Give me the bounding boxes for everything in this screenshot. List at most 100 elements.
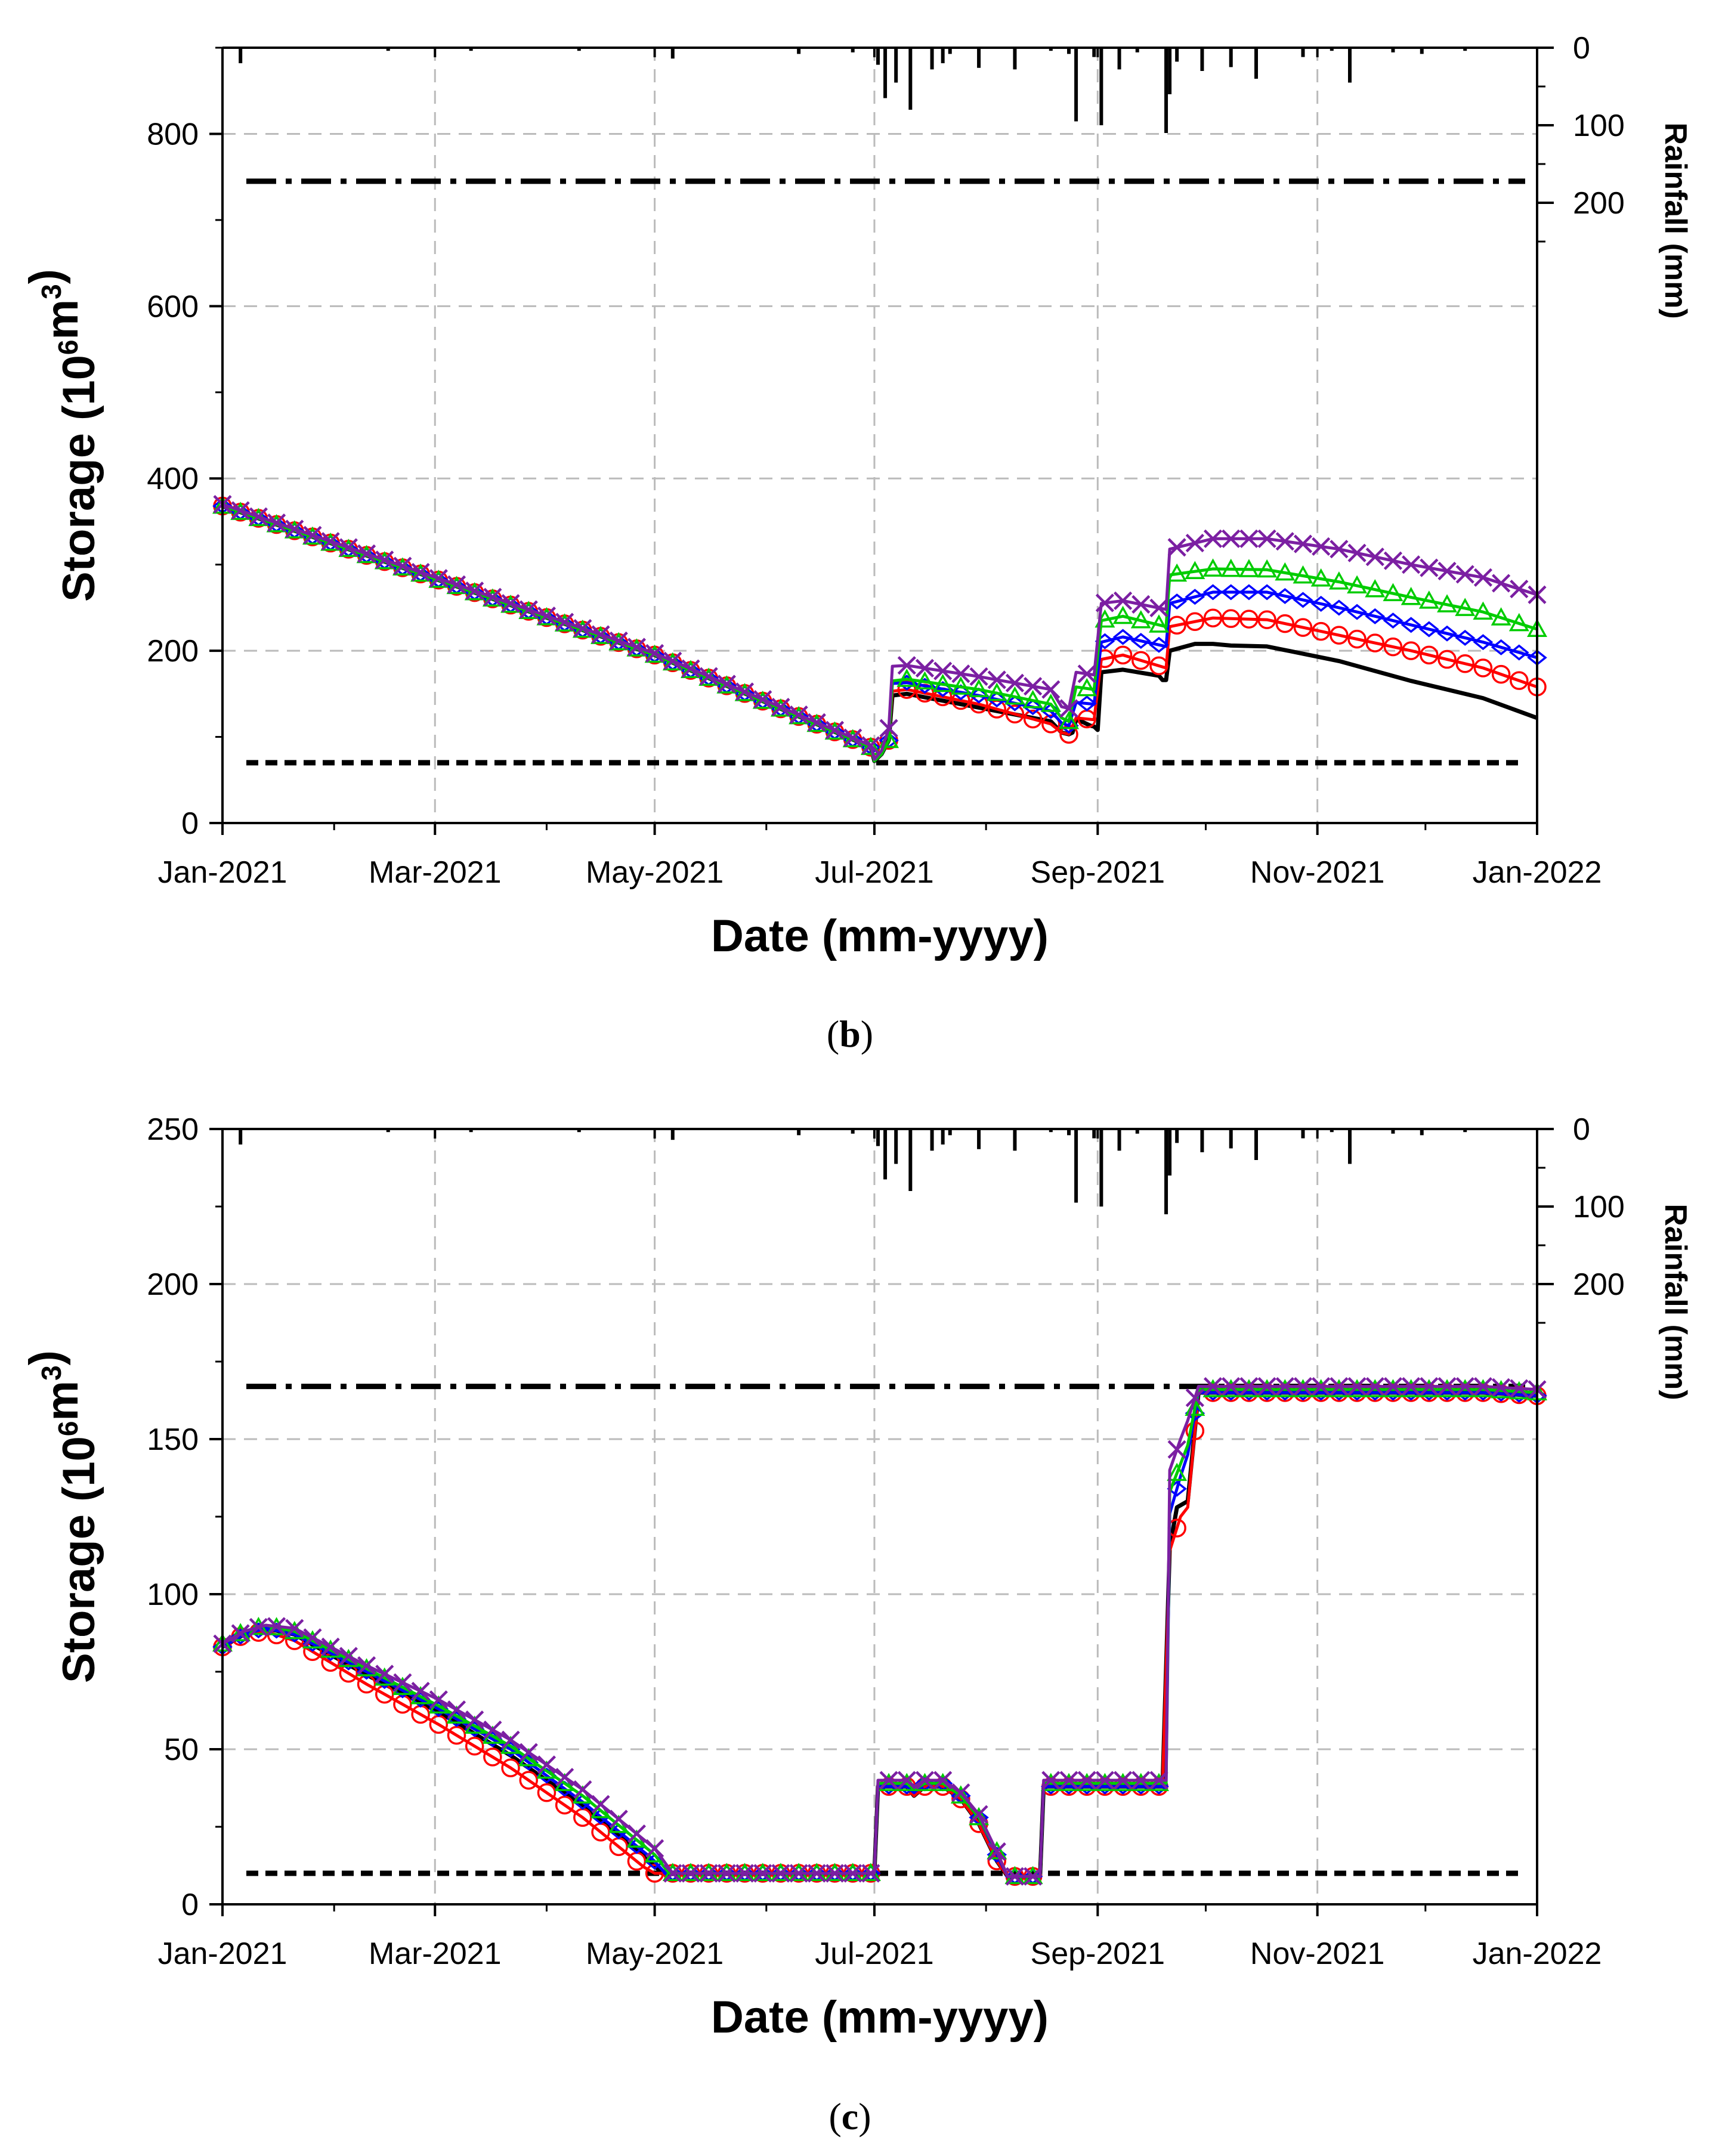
marker-circle [465, 1737, 484, 1756]
marker-x [969, 667, 988, 686]
marker-x [249, 1617, 268, 1637]
marker-triangle [1310, 568, 1331, 587]
marker-circle [537, 1783, 557, 1802]
marker-triangle [1275, 1379, 1296, 1397]
marker-x [1455, 565, 1474, 584]
marker-x [411, 562, 430, 582]
marker-circle [1365, 633, 1385, 652]
marker-x [627, 638, 647, 657]
rain-tick-label: 200 [1573, 186, 1625, 221]
marker-x [231, 1624, 250, 1643]
marker-x [663, 1864, 682, 1883]
marker-triangle [1238, 559, 1259, 577]
marker-x [1005, 1867, 1025, 1886]
marker-x [1131, 595, 1151, 614]
marker-circle [1330, 626, 1349, 645]
marker-x [537, 607, 557, 626]
marker-x [1492, 574, 1511, 593]
marker-x [1437, 1377, 1457, 1396]
y-tick-label: 0 [181, 806, 199, 841]
y-axis-title-part: Storage (10 [54, 1436, 104, 1683]
marker-triangle [1328, 571, 1349, 590]
marker-x [1185, 533, 1204, 553]
marker-x [357, 544, 376, 563]
marker-x [357, 1656, 376, 1675]
marker-x [699, 667, 718, 686]
marker-x [1330, 540, 1349, 559]
rainfall-axis-title: Rainfall (mm) [1658, 122, 1693, 318]
marker-x [1383, 1377, 1403, 1396]
marker-diamond [1077, 695, 1097, 712]
marker-x [879, 1771, 898, 1790]
x-axis-title: Date (mm-yyyy) [711, 911, 1049, 961]
marker-x [1420, 1377, 1439, 1396]
marker-triangle [1437, 1379, 1458, 1397]
marker-triangle [1293, 1379, 1313, 1397]
marker-x [1059, 1771, 1078, 1790]
chart-panel-c: Jan-2021 Mar-2021 May-2021 Jul-2021 Sep-2021… [20, 1112, 1693, 2138]
marker-triangle [914, 671, 935, 690]
marker-x [1473, 568, 1493, 587]
marker-x [1257, 1377, 1276, 1396]
marker-x [699, 1864, 718, 1883]
rain-tick-label: 0 [1573, 31, 1590, 66]
marker-x [1365, 547, 1384, 567]
rainfall-bars [239, 48, 1467, 133]
marker-circle [1185, 1421, 1205, 1440]
marker-x [501, 1730, 520, 1749]
marker-x [645, 644, 664, 663]
x-tick-label: Jan-2021 [158, 1937, 287, 1971]
marker-x [1024, 1867, 1043, 1886]
marker-circle [1113, 645, 1133, 665]
marker-diamond [1167, 593, 1187, 610]
marker-x [519, 1743, 538, 1762]
y-axis-title-sup: 6 [52, 339, 84, 355]
marker-x [1239, 529, 1259, 548]
marker-triangle [1365, 1379, 1386, 1397]
series-blue [212, 1384, 1547, 1885]
x-tick-label: Jul-2021 [815, 855, 933, 890]
marker-triangle [1508, 1381, 1529, 1400]
marker-x [735, 1864, 755, 1883]
marker-x [1402, 1377, 1421, 1396]
marker-x [879, 719, 898, 738]
marker-x [1077, 1771, 1096, 1790]
marker-x [393, 1673, 412, 1692]
marker-x [1059, 699, 1078, 718]
x-tick-label: Sep-2021 [1031, 855, 1165, 890]
panel-label-letter: b [839, 1013, 861, 1055]
marker-x [1347, 543, 1367, 562]
y-tick-label: 100 [147, 1577, 199, 1612]
rain-tick-label: 0 [1573, 1112, 1590, 1147]
marker-triangle [1004, 686, 1025, 705]
marker-x [1131, 1771, 1151, 1790]
panel-label: (b) [827, 1013, 873, 1055]
panel-label-close: ) [858, 2095, 871, 2138]
marker-x [1095, 1771, 1114, 1790]
marker-x [1275, 532, 1294, 551]
marker-x [537, 1755, 557, 1774]
marker-x [285, 1619, 304, 1638]
marker-x [1420, 558, 1439, 577]
x-tick-label: Jan-2021 [158, 855, 287, 890]
x-axis-title: Date (mm-yyyy) [711, 1992, 1049, 2043]
marker-circle [483, 1747, 502, 1767]
marker-x [789, 705, 808, 725]
marker-circle [339, 1663, 358, 1683]
y-axis-title-part: ) [20, 1350, 71, 1365]
marker-diamond [1455, 629, 1476, 646]
marker-x [1005, 673, 1025, 692]
marker-triangle [1130, 1773, 1151, 1792]
marker-triangle [1095, 1773, 1115, 1792]
marker-x [1024, 677, 1043, 696]
panel-label-close: ) [861, 1013, 873, 1055]
y-axis-title-part: ) [20, 269, 71, 284]
marker-x [501, 594, 520, 613]
marker-x [591, 1795, 610, 1814]
series-green [212, 1379, 1547, 1885]
marker-x [303, 1628, 322, 1647]
marker-triangle [896, 669, 917, 687]
marker-x [1222, 529, 1241, 548]
marker-triangle [1112, 1773, 1133, 1792]
